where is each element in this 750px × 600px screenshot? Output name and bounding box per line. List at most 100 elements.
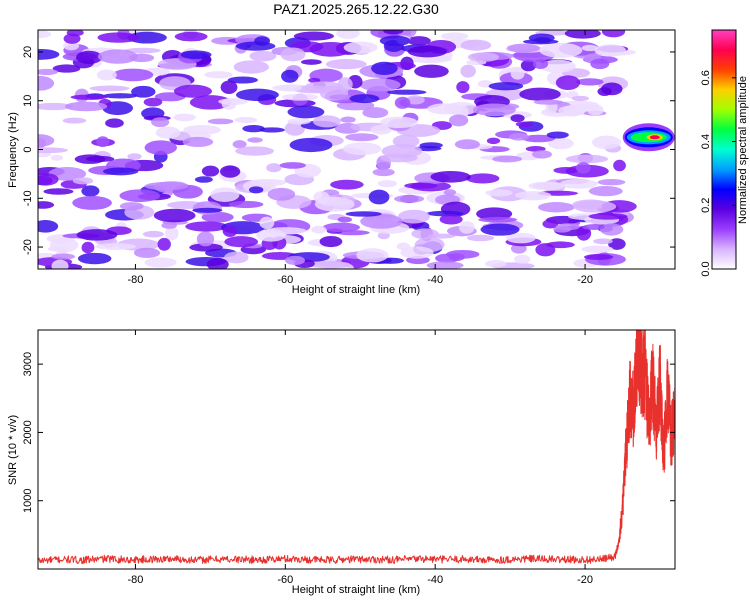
spectrogram-cell — [443, 189, 457, 196]
spectrogram-cell — [460, 64, 476, 78]
spectrogram-cell — [558, 105, 586, 116]
spectrogram-cell — [484, 259, 507, 268]
spectrogram-cell — [38, 201, 55, 209]
spectrogram-cell — [50, 154, 64, 161]
spectrogram-cell — [406, 95, 425, 105]
spectrogram-cell — [520, 59, 537, 72]
spectrogram-cell — [233, 60, 269, 74]
spectrogram-cell — [180, 50, 212, 60]
spectrogram-cell — [590, 58, 610, 70]
spectrogram-cell — [480, 223, 520, 236]
spectrogram-cell — [599, 223, 624, 236]
spectrogram-cell — [597, 179, 626, 186]
spectrogram-cell — [458, 221, 475, 234]
spectrogram-cell — [51, 253, 75, 260]
spectrogram-cell — [85, 155, 115, 162]
spectrogram-cell — [397, 209, 430, 224]
spectrogram-cell — [467, 52, 500, 62]
spectrogram-cell — [533, 99, 564, 105]
spectrogram-cell — [515, 121, 534, 127]
spectrogram-cell — [182, 136, 214, 147]
spectrogram-cell — [308, 77, 321, 83]
snr-y-ticks: 1000 2000 3000 — [22, 352, 675, 513]
spectrogram-cell — [287, 105, 325, 119]
spectrogram-cell — [356, 248, 389, 263]
colorbar-tick-label: 0.0 — [700, 261, 712, 276]
spectrogram-cell — [47, 246, 69, 252]
spectrogram-cell — [133, 247, 161, 258]
spectrogram-cell — [153, 208, 196, 223]
spectrogram-cell — [594, 44, 627, 57]
spectrogram-cell — [38, 147, 68, 154]
spectrogram-cell — [131, 85, 156, 98]
spectrogram-cell — [548, 137, 574, 150]
spectrogram-cell — [330, 179, 364, 190]
snr-series-line — [38, 330, 675, 565]
spectrogram-cell — [221, 98, 237, 110]
spectrogram-cell — [89, 85, 130, 92]
spectrogram-cell — [280, 47, 306, 62]
spectrogram-cell — [119, 189, 161, 203]
snr-x-label: Height of straight line (km) — [292, 584, 420, 596]
spectrogram-y-label: Frequency (Hz) — [7, 112, 19, 188]
snr-background — [38, 330, 675, 569]
spectrogram-cell — [575, 162, 591, 174]
spectrogram-cell — [593, 238, 613, 245]
spectrogram-cell — [381, 144, 423, 159]
y-tick-label: -10 — [22, 190, 34, 206]
spectrogram-cell — [77, 252, 112, 265]
spectrogram-x-ticks: -80 -60 -40 -20 — [127, 30, 593, 286]
spectrogram-cell — [38, 219, 59, 233]
colorbar: 0.0 0.2 0.4 0.6 Normalized spectral amplitu… — [700, 29, 749, 277]
spectrogram-cell — [446, 249, 480, 259]
spectrogram-cell — [414, 64, 449, 78]
spectrogram-cell — [284, 121, 305, 136]
spectrogram-cell — [308, 261, 351, 269]
spectrogram-cell — [224, 251, 249, 264]
spectrogram-cell — [266, 163, 282, 173]
spectrogram-cell — [76, 229, 118, 241]
spectrogram-cell — [456, 81, 470, 94]
spectrogram-cell — [207, 118, 234, 125]
spectrogram-cell — [173, 113, 196, 122]
spectrogram-cell — [576, 78, 604, 86]
spectrogram-cell — [583, 254, 614, 260]
spectrogram-cell — [72, 177, 94, 185]
spectrogram-cell — [592, 135, 621, 150]
spectrogram-cell — [394, 194, 425, 203]
spectrogram-cell — [419, 142, 443, 149]
spectrogram-cell — [601, 30, 626, 38]
colorbar-ramp — [711, 29, 737, 270]
spectrogram-cell — [407, 36, 431, 46]
spectrogram-cell — [38, 102, 73, 111]
spectrogram-cell — [38, 48, 60, 60]
spectrogram-cell — [478, 216, 518, 223]
spectrogram-cell — [528, 181, 565, 191]
colorbar-label: Normalized spectral amplitude — [737, 76, 749, 224]
spectrogram-cell — [426, 261, 464, 269]
spectrogram-cell — [70, 94, 108, 100]
spectrogram-cell — [66, 30, 84, 37]
spectrogram-cell — [242, 124, 265, 133]
spectrogram-cell — [196, 231, 215, 247]
spectrogram-cell — [565, 154, 609, 164]
spectrogram-cell — [289, 137, 333, 153]
spectrogram-cell — [259, 216, 275, 230]
spectrogram-cell — [105, 118, 124, 128]
spectrogram-cell — [235, 88, 279, 102]
spectrogram-cell — [532, 59, 549, 69]
spectrogram-cell — [407, 45, 447, 58]
spectrogram-cell — [325, 59, 367, 70]
spectrogram-cell — [588, 186, 623, 197]
spectrogram-cell — [64, 101, 108, 112]
spectrogram-cell — [386, 89, 427, 95]
spectrogram-cell — [151, 117, 170, 128]
spectrogram-cell — [204, 71, 233, 79]
spectrogram-cell — [540, 59, 576, 73]
spectrogram-cell — [454, 139, 481, 150]
spectrogram-cell — [573, 200, 617, 213]
spectrogram-cell — [220, 80, 238, 94]
spectrogram-cell — [51, 259, 69, 269]
spectrogram-cell — [72, 195, 112, 210]
spectrogram-y-ticks: -20 -10 0 10 20 — [22, 46, 675, 255]
